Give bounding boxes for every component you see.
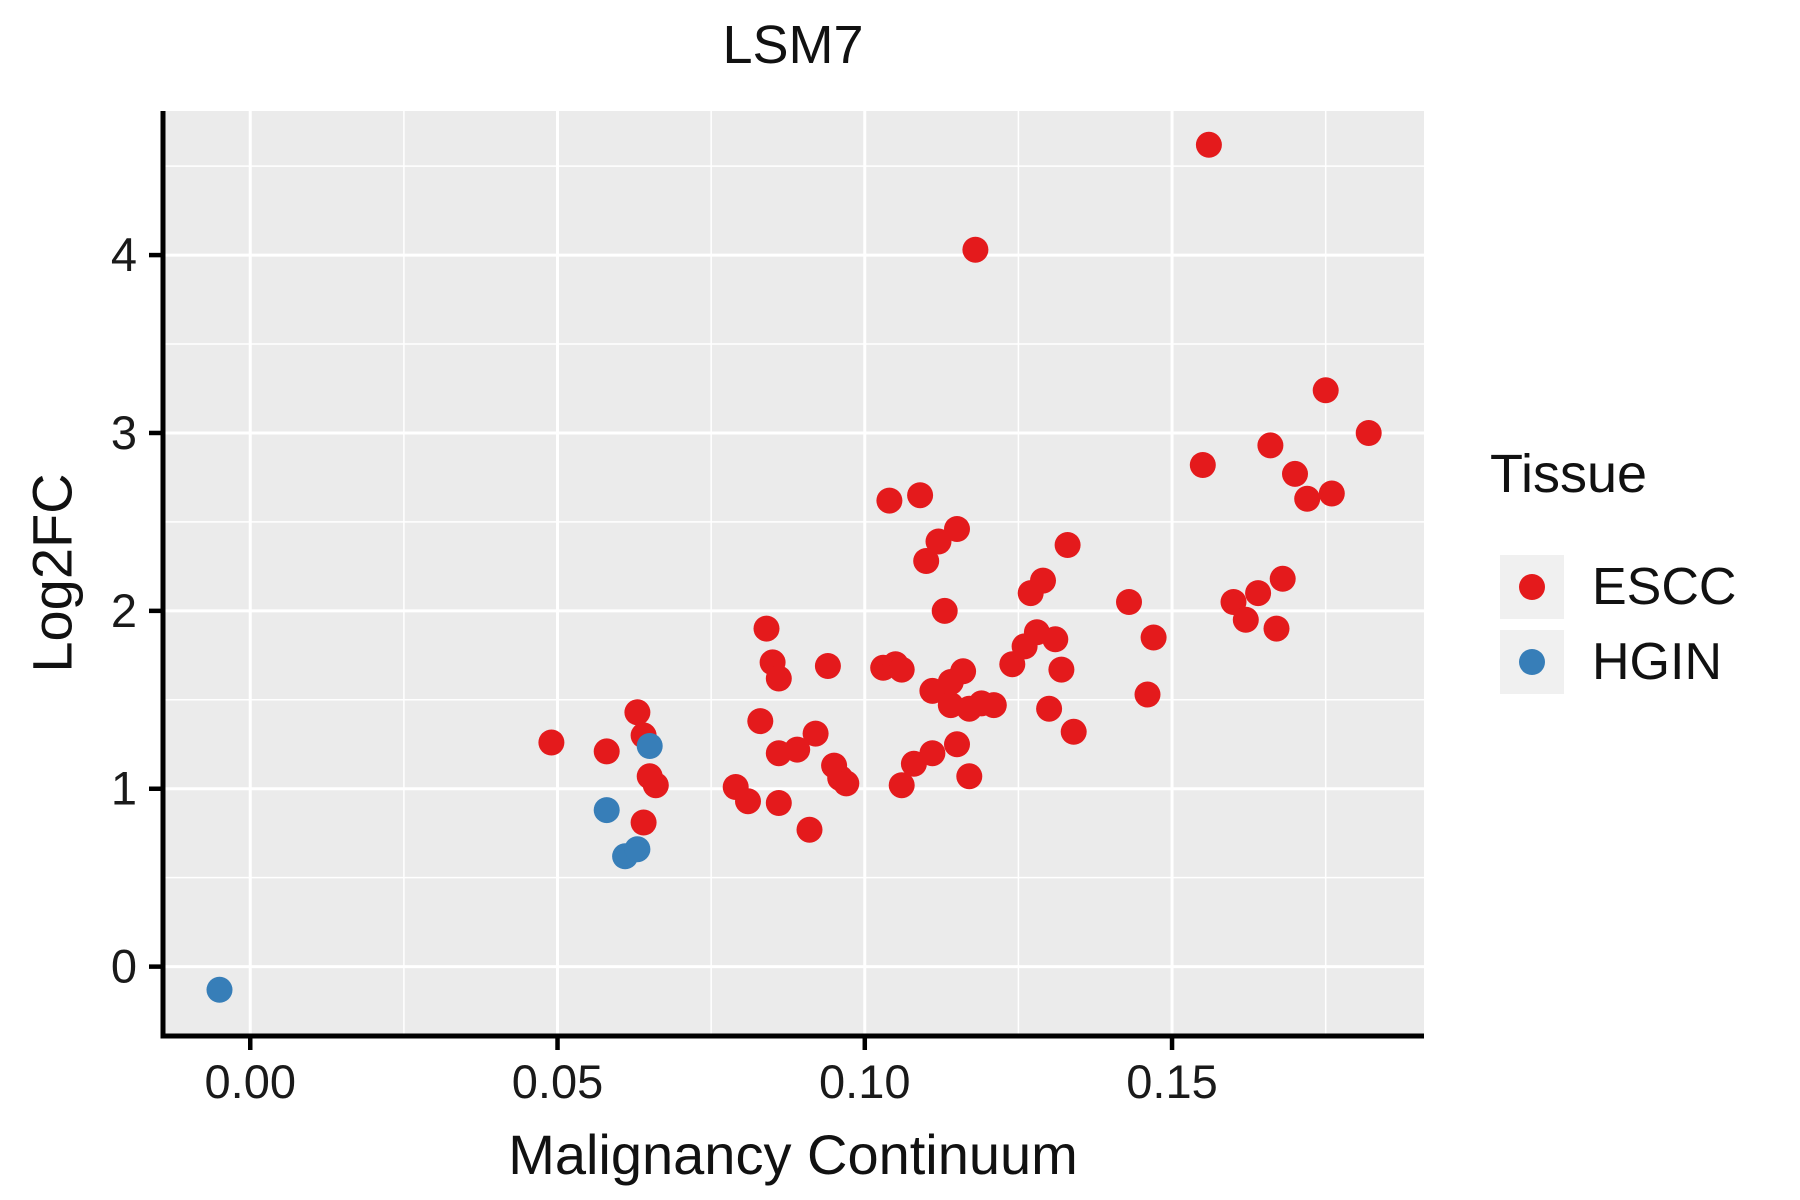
data-point-escc [1269,565,1296,592]
data-point-escc [1036,695,1063,722]
data-point-escc [796,816,823,843]
data-point-escc [833,770,860,797]
y-tick-label: 1 [111,762,137,815]
data-point-escc [876,487,903,514]
data-point-escc [1355,420,1382,446]
data-point-escc [630,809,657,836]
y-tick-label: 0 [111,940,137,993]
legend-label-escc: ESCC [1592,558,1737,616]
y-axis-title: Log2FC [20,473,84,673]
data-point-escc [1116,589,1142,615]
y-tick-label: 3 [111,406,137,459]
data-point-escc [784,736,811,763]
y-tick-label: 4 [111,228,137,281]
data-point-escc [1294,485,1321,512]
data-point-escc [950,658,977,685]
data-point-hgin [206,976,233,1003]
data-point-escc [931,597,958,624]
data-point-escc [956,763,983,790]
data-point-escc [1282,460,1308,487]
data-point-escc [913,548,940,574]
data-point-escc [1257,432,1284,459]
data-point-escc [888,656,915,683]
data-point-hgin [624,836,651,863]
data-point-escc [1189,452,1216,478]
data-point-escc [814,653,841,679]
data-point-escc [802,720,829,747]
data-point-escc [919,740,946,767]
data-point-escc [1048,656,1075,683]
plot-panel [163,111,1424,1036]
data-point-escc [888,772,915,799]
data-point-escc [1140,624,1167,651]
data-point-escc [925,528,952,555]
data-point-escc [1054,532,1081,558]
data-point-escc [1263,615,1290,642]
x-tick-label: 0.05 [512,1055,603,1108]
legend-key-escc [1500,555,1564,619]
data-point-escc [1134,681,1161,708]
data-point-escc [944,731,970,758]
data-point-escc [907,482,934,509]
data-point-escc [1042,626,1069,653]
data-point-escc [765,665,792,692]
data-point-escc [593,738,620,765]
y-tick-label: 2 [111,584,137,637]
data-point-escc [538,729,565,756]
data-point-escc [1245,580,1272,607]
data-point-escc [1030,567,1056,594]
data-point-escc [642,772,669,799]
escc-point-icon [1519,574,1545,600]
x-tick-label: 0.10 [819,1055,910,1108]
data-point-escc [1060,718,1087,745]
data-point-escc [765,790,792,816]
x-tick-label: 0.15 [1126,1055,1217,1108]
legend: Tissue ESCC HGIN [1490,443,1736,705]
data-point-escc [944,516,970,542]
legend-label-hgin: HGIN [1592,633,1722,691]
data-point-hgin [636,733,663,759]
data-point-escc [1312,377,1339,404]
data-point-escc [1318,480,1345,507]
data-point-hgin [593,797,620,824]
data-point-escc [1232,606,1259,633]
x-axis-title: Malignancy Continuum [508,1123,1078,1186]
legend-entry-hgin: HGIN [1500,630,1736,694]
x-tick-label: 0.00 [205,1055,296,1108]
data-point-escc [980,692,1007,719]
data-point-escc [747,708,774,735]
data-point-escc [735,788,761,815]
legend-key-hgin [1500,630,1564,694]
data-point-escc [753,615,780,642]
data-point-escc [624,699,651,726]
chart-title: LSM7 [722,15,864,75]
legend-entry-escc: ESCC [1500,555,1736,619]
data-point-escc [1195,131,1222,158]
legend-title: Tissue [1490,444,1648,504]
data-point-escc [962,236,989,263]
hgin-point-icon [1519,649,1545,675]
